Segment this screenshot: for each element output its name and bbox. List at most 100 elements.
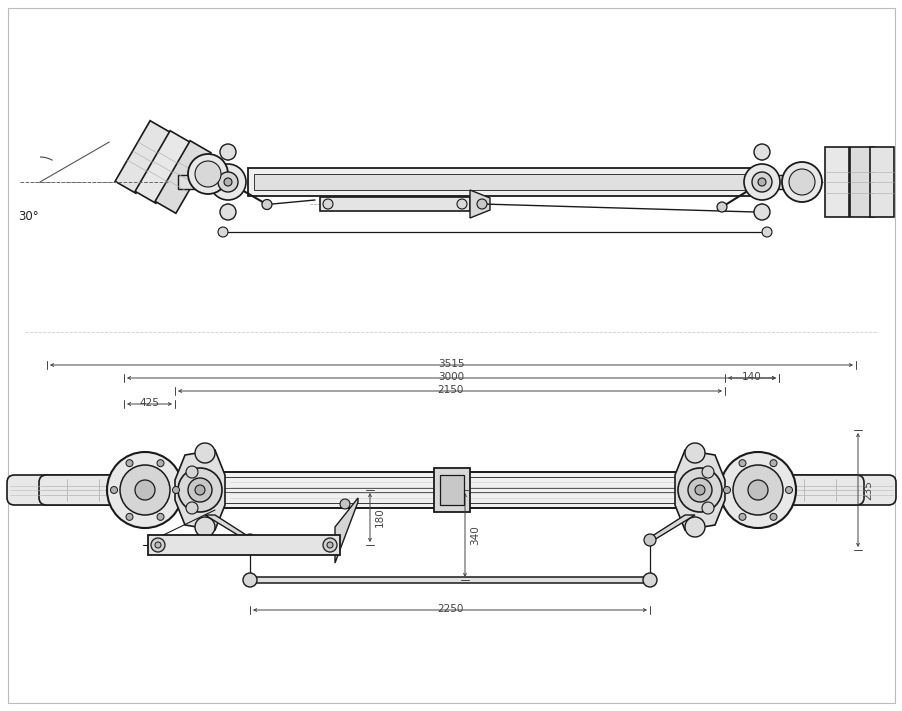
Circle shape [747, 480, 767, 500]
Bar [319, 197, 469, 211]
Bar [687, 484, 717, 496]
Text: 340: 340 [469, 525, 480, 545]
Circle shape [738, 513, 745, 520]
Circle shape [157, 513, 164, 520]
Text: 140: 140 [741, 372, 761, 382]
Bar [245, 577, 653, 583]
Circle shape [738, 459, 745, 466]
Circle shape [195, 485, 205, 495]
Polygon shape [135, 131, 190, 203]
Circle shape [751, 172, 771, 192]
Circle shape [769, 513, 776, 520]
Bar [253, 174, 753, 190]
Circle shape [220, 204, 235, 220]
Circle shape [262, 200, 272, 210]
Circle shape [186, 502, 198, 514]
Circle shape [178, 468, 222, 512]
Circle shape [743, 164, 779, 200]
Circle shape [723, 486, 730, 493]
Circle shape [172, 486, 179, 493]
Text: 2150: 2150 [437, 385, 463, 395]
Circle shape [120, 465, 170, 515]
Circle shape [476, 199, 486, 209]
Circle shape [195, 161, 221, 187]
Polygon shape [335, 498, 357, 563]
Circle shape [785, 486, 792, 493]
Circle shape [224, 178, 232, 186]
Text: 3000: 3000 [438, 372, 464, 382]
Circle shape [695, 485, 704, 495]
Circle shape [340, 499, 350, 509]
Polygon shape [205, 515, 253, 540]
Bar [761, 175, 811, 189]
Circle shape [243, 573, 257, 587]
Circle shape [244, 534, 255, 546]
Circle shape [456, 199, 466, 209]
Bar [148, 535, 340, 555]
Circle shape [761, 227, 771, 237]
Circle shape [323, 538, 336, 552]
Circle shape [157, 459, 164, 466]
Polygon shape [824, 147, 848, 217]
Bar [220, 472, 685, 508]
Circle shape [719, 452, 796, 528]
Circle shape [220, 144, 235, 160]
Circle shape [788, 169, 815, 195]
FancyBboxPatch shape [743, 475, 863, 505]
Polygon shape [869, 147, 893, 217]
Circle shape [642, 573, 657, 587]
Circle shape [716, 202, 726, 212]
Circle shape [781, 162, 821, 202]
Circle shape [327, 542, 333, 548]
Circle shape [323, 199, 333, 209]
Polygon shape [175, 450, 225, 530]
Circle shape [685, 443, 704, 463]
Polygon shape [115, 121, 170, 193]
Circle shape [110, 486, 117, 493]
FancyBboxPatch shape [7, 475, 127, 505]
Text: 425: 425 [140, 398, 160, 408]
Circle shape [677, 468, 722, 512]
Polygon shape [645, 515, 695, 540]
Circle shape [151, 538, 165, 552]
Circle shape [753, 144, 769, 160]
Circle shape [217, 227, 227, 237]
Circle shape [701, 466, 713, 478]
Polygon shape [469, 190, 490, 218]
Bar [434, 468, 469, 512]
FancyBboxPatch shape [39, 475, 159, 505]
Polygon shape [849, 147, 873, 217]
Text: 235: 235 [862, 480, 872, 500]
Circle shape [155, 542, 161, 548]
Circle shape [769, 459, 776, 466]
Text: 30°: 30° [18, 210, 38, 223]
Text: 180: 180 [374, 508, 384, 528]
Polygon shape [675, 450, 724, 530]
Circle shape [753, 204, 769, 220]
Circle shape [195, 517, 215, 537]
Circle shape [126, 459, 133, 466]
Circle shape [106, 452, 183, 528]
Circle shape [217, 172, 238, 192]
Bar [185, 484, 215, 496]
Circle shape [643, 534, 655, 546]
Circle shape [210, 164, 245, 200]
Circle shape [126, 513, 133, 520]
Circle shape [186, 466, 198, 478]
Polygon shape [155, 141, 211, 213]
Circle shape [685, 517, 704, 537]
Bar [439, 475, 464, 505]
Circle shape [701, 502, 713, 514]
Circle shape [188, 154, 227, 194]
Circle shape [732, 465, 782, 515]
Bar [248, 168, 759, 196]
Circle shape [757, 178, 765, 186]
Circle shape [195, 443, 215, 463]
Text: 3515: 3515 [437, 359, 465, 369]
Circle shape [188, 478, 212, 502]
FancyBboxPatch shape [775, 475, 895, 505]
Circle shape [687, 478, 711, 502]
Text: 2250: 2250 [437, 604, 463, 614]
Bar [178, 175, 227, 189]
Circle shape [135, 480, 155, 500]
